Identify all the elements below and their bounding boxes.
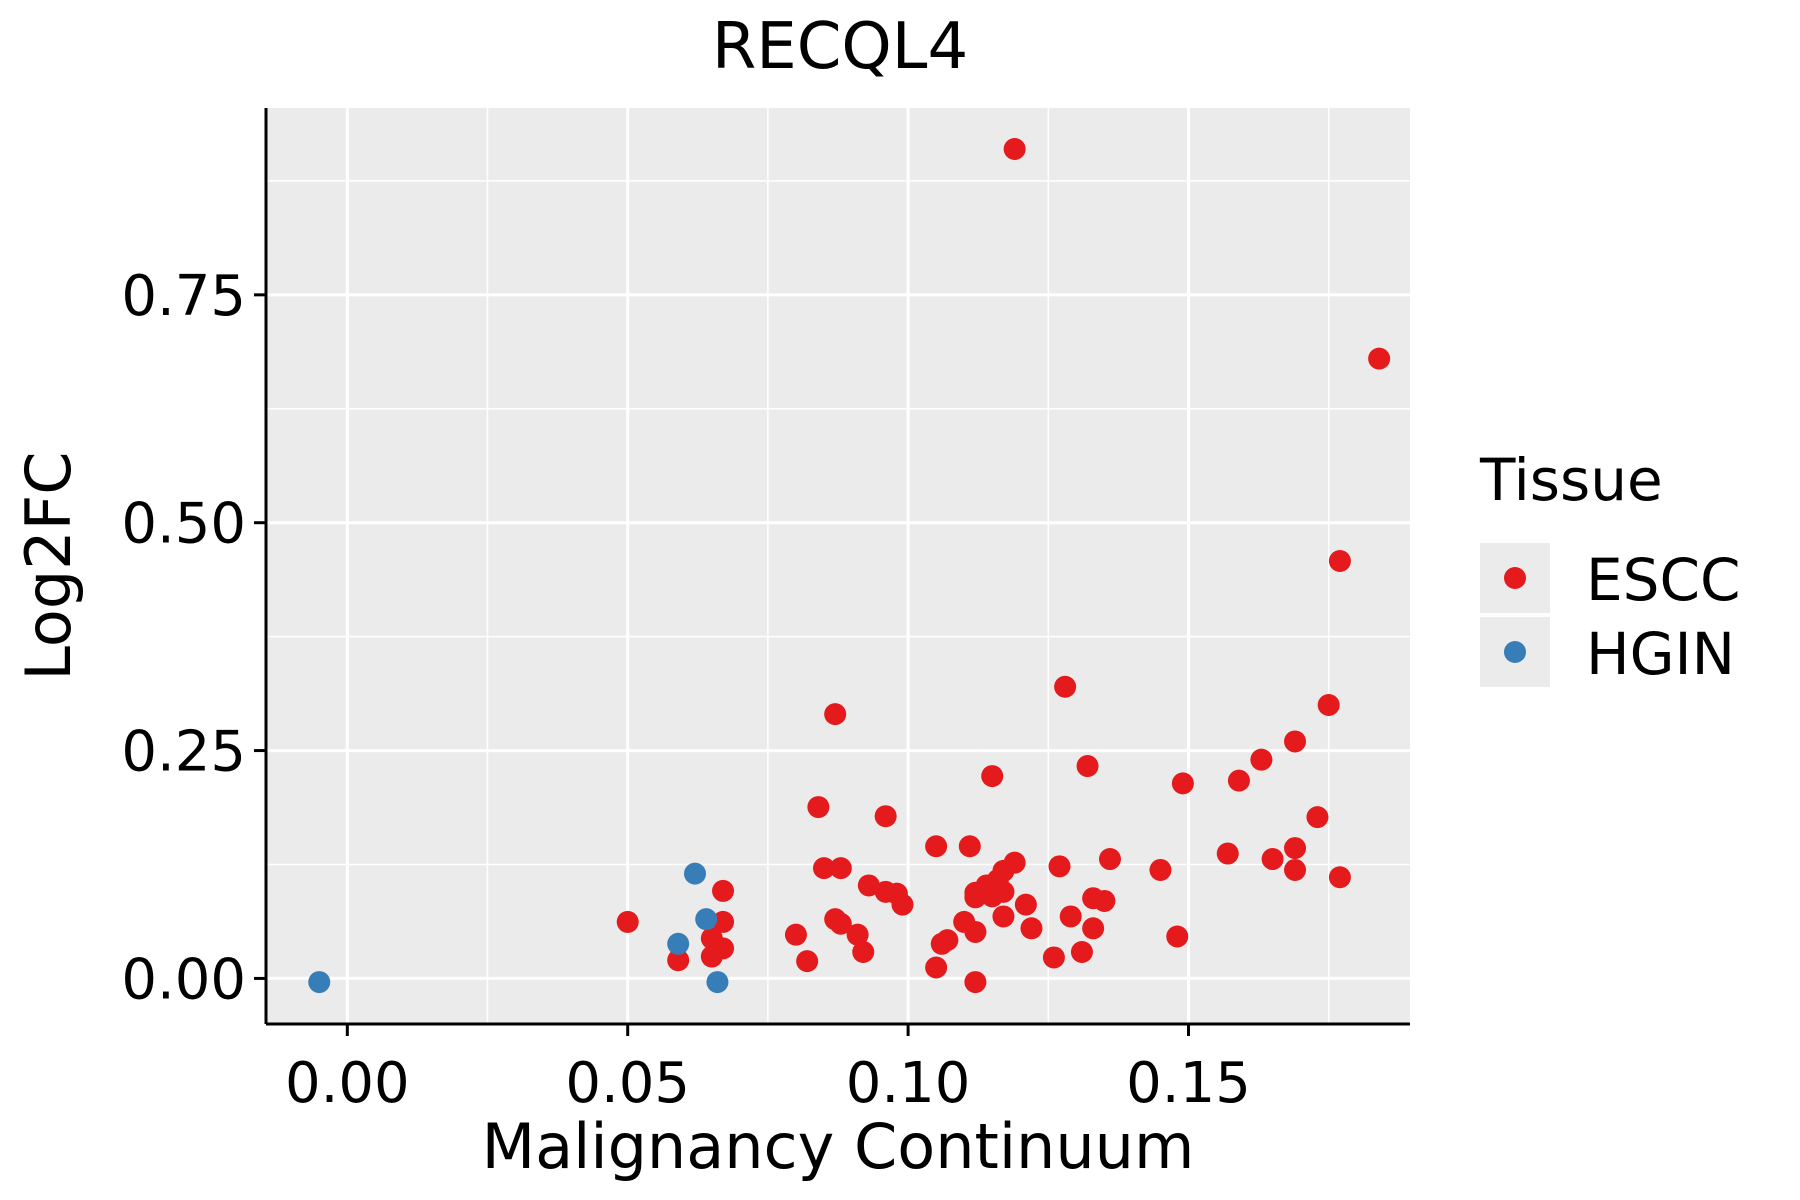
point-escc-66 xyxy=(925,956,948,979)
point-escc-22 xyxy=(812,857,835,880)
point-escc-9 xyxy=(981,765,1004,788)
point-escc-42 xyxy=(1014,893,1037,916)
point-escc-6 xyxy=(1284,730,1307,753)
point-escc-37 xyxy=(981,885,1004,908)
x-tick-label-1: 0.05 xyxy=(565,1051,690,1116)
point-escc-52 xyxy=(784,923,807,946)
point-escc-53 xyxy=(846,923,869,946)
point-escc-23 xyxy=(829,857,852,880)
point-escc-28 xyxy=(1328,866,1351,889)
point-escc-65 xyxy=(796,950,819,973)
point-escc-41 xyxy=(891,893,914,916)
x-axis-title: Malignancy Continuum xyxy=(482,1110,1195,1183)
point-escc-50 xyxy=(1020,917,1043,940)
point-escc-43 xyxy=(616,910,639,933)
point-escc-60 xyxy=(852,940,875,963)
point-escc-38 xyxy=(964,886,987,909)
point-escc-26 xyxy=(1149,858,1172,881)
point-escc-0 xyxy=(1003,138,1026,161)
point-escc-8 xyxy=(1076,755,1099,778)
point-escc-40 xyxy=(1093,889,1116,912)
point-escc-48 xyxy=(1059,905,1082,928)
legend: Tissue ESCC HGIN xyxy=(1479,446,1740,688)
point-escc-32 xyxy=(712,879,735,902)
point-escc-2 xyxy=(1328,549,1351,572)
point-escc-12 xyxy=(807,796,830,819)
point-escc-67 xyxy=(964,971,987,994)
y-tick-label-1: 0.25 xyxy=(121,720,246,785)
point-escc-58 xyxy=(930,932,953,955)
point-escc-14 xyxy=(1306,806,1329,829)
point-hgin-1 xyxy=(684,862,706,885)
y-axis-ticks: 0.00 0.25 0.50 0.75 xyxy=(121,264,266,1012)
legend-key-escc xyxy=(1504,567,1526,589)
point-escc-46 xyxy=(829,912,852,935)
point-escc-7 xyxy=(1250,748,1273,771)
point-escc-11 xyxy=(1171,772,1194,795)
plot-panel xyxy=(266,108,1410,1024)
point-escc-24 xyxy=(1048,855,1071,878)
point-escc-44 xyxy=(712,910,735,933)
point-escc-1 xyxy=(1368,347,1391,370)
x-axis-ticks: 0.00 0.05 0.10 0.15 xyxy=(285,1024,1251,1116)
point-escc-51 xyxy=(1082,917,1105,940)
legend-title: Tissue xyxy=(1479,446,1663,514)
point-escc-64 xyxy=(667,949,690,972)
legend-key-hgin xyxy=(1504,641,1526,663)
x-tick-label-0: 0.00 xyxy=(285,1051,410,1116)
point-escc-55 xyxy=(1166,925,1189,948)
point-escc-5 xyxy=(824,703,847,726)
x-tick-label-3: 0.15 xyxy=(1126,1051,1251,1116)
point-escc-18 xyxy=(1216,842,1239,865)
point-escc-4 xyxy=(1317,693,1340,716)
point-escc-3 xyxy=(1054,675,1077,698)
point-escc-15 xyxy=(925,835,948,858)
y-tick-label-3: 0.75 xyxy=(121,264,246,329)
point-escc-20 xyxy=(1098,848,1121,871)
point-escc-63 xyxy=(700,945,723,968)
point-escc-27 xyxy=(1284,858,1307,881)
point-escc-54 xyxy=(964,920,987,943)
point-escc-47 xyxy=(992,905,1015,928)
point-escc-62 xyxy=(1042,946,1065,969)
point-escc-16 xyxy=(958,835,981,858)
point-hgin-2 xyxy=(695,908,718,931)
y-tick-label-2: 0.50 xyxy=(121,492,246,557)
y-axis-title: Log2FC xyxy=(12,451,85,680)
chart-title: RECQL4 xyxy=(712,10,968,84)
point-escc-31 xyxy=(857,874,880,897)
y-tick-label-0: 0.00 xyxy=(121,947,246,1012)
data-points xyxy=(308,138,1391,994)
point-escc-10 xyxy=(1227,769,1250,792)
point-escc-19 xyxy=(1261,848,1284,871)
legend-label-hgin: HGIN xyxy=(1586,620,1735,688)
point-escc-61 xyxy=(1070,940,1093,963)
point-escc-13 xyxy=(874,805,897,828)
point-escc-17 xyxy=(1284,837,1307,860)
point-hgin-4 xyxy=(706,971,729,994)
x-tick-label-2: 0.10 xyxy=(846,1051,971,1116)
grid-major xyxy=(266,108,1410,1024)
point-hgin-0 xyxy=(308,971,331,994)
legend-label-escc: ESCC xyxy=(1586,546,1740,614)
point-hgin-3 xyxy=(667,932,690,955)
